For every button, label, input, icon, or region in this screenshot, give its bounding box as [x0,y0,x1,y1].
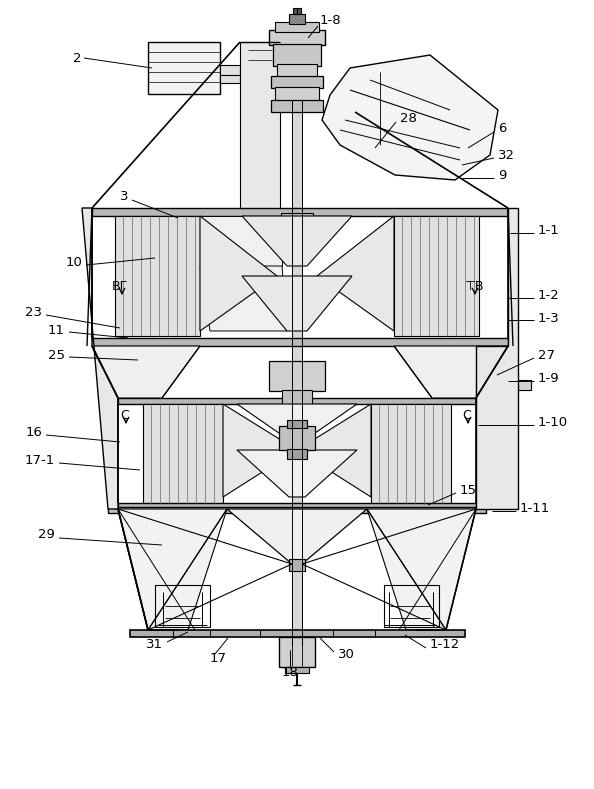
Bar [371,404,451,504]
Text: 17: 17 [210,652,227,664]
Polygon shape [317,216,394,331]
Polygon shape [237,450,357,497]
Text: 28: 28 [400,111,417,125]
Bar [155,585,210,627]
Text: 1-3: 1-3 [538,312,560,324]
Polygon shape [476,208,518,509]
Polygon shape [227,509,367,564]
Text: 25: 25 [48,349,65,361]
Bar [287,449,307,459]
Text: 1-11: 1-11 [520,502,550,514]
Text: 31: 31 [146,638,163,652]
Polygon shape [242,216,352,266]
Bar [118,398,476,404]
Bar [271,100,323,112]
Bar [130,630,465,637]
Bar [292,100,302,645]
Bar [289,14,305,24]
Bar [275,87,319,102]
Text: 32: 32 [498,148,515,162]
Polygon shape [242,276,352,331]
Bar [476,390,516,396]
Bar [285,667,309,673]
Text: 1-12: 1-12 [430,638,460,652]
Text: 17-1: 17-1 [25,454,55,466]
Polygon shape [237,404,357,440]
Polygon shape [82,208,118,509]
Bar [240,42,280,212]
Text: 29: 29 [38,529,55,541]
Text: 18: 18 [282,665,298,679]
Text: BΓ: BΓ [112,279,128,293]
Bar [293,8,301,14]
Bar [115,216,200,336]
Text: 10: 10 [65,256,82,268]
Polygon shape [200,216,282,266]
Bar [269,30,325,45]
Bar [220,65,240,83]
Text: 1-1: 1-1 [538,223,560,237]
Polygon shape [200,216,277,331]
Bar [92,208,508,216]
Text: 9: 9 [498,169,506,181]
Text: 11: 11 [48,323,65,336]
Bar [279,637,315,667]
Bar [92,338,508,346]
Bar [384,585,439,627]
Text: 6: 6 [498,122,506,134]
Bar [287,420,307,428]
Bar [108,507,486,513]
Text: 1-10: 1-10 [538,416,568,428]
Bar [277,64,317,78]
Text: 30: 30 [338,649,355,661]
Text: 15: 15 [460,484,477,496]
Text: 1-9: 1-9 [538,372,560,384]
Polygon shape [223,404,297,497]
Polygon shape [118,509,227,630]
Bar [143,404,223,504]
Bar [394,216,479,336]
Bar [281,213,313,231]
Text: 16: 16 [25,425,42,439]
Text: ⊤B: ⊤B [465,279,485,293]
Bar [279,426,315,450]
Polygon shape [297,404,371,497]
Bar [273,44,321,66]
Text: C: C [120,409,129,421]
Bar [118,503,476,509]
Bar [269,361,325,391]
Polygon shape [200,266,287,331]
Text: 1-8: 1-8 [320,13,342,27]
Bar [275,22,319,32]
Bar [271,76,323,88]
Text: 1-2: 1-2 [538,289,560,301]
Polygon shape [394,346,508,398]
Bar [148,42,220,94]
Text: 27: 27 [538,349,555,361]
Polygon shape [92,346,200,398]
Polygon shape [367,509,476,630]
Text: C: C [462,409,471,421]
Text: 3: 3 [119,189,128,203]
Bar [289,559,305,571]
Text: 2: 2 [74,51,82,65]
Polygon shape [322,55,498,180]
Text: 23: 23 [25,305,42,319]
Bar [476,380,531,390]
Bar [282,390,312,405]
